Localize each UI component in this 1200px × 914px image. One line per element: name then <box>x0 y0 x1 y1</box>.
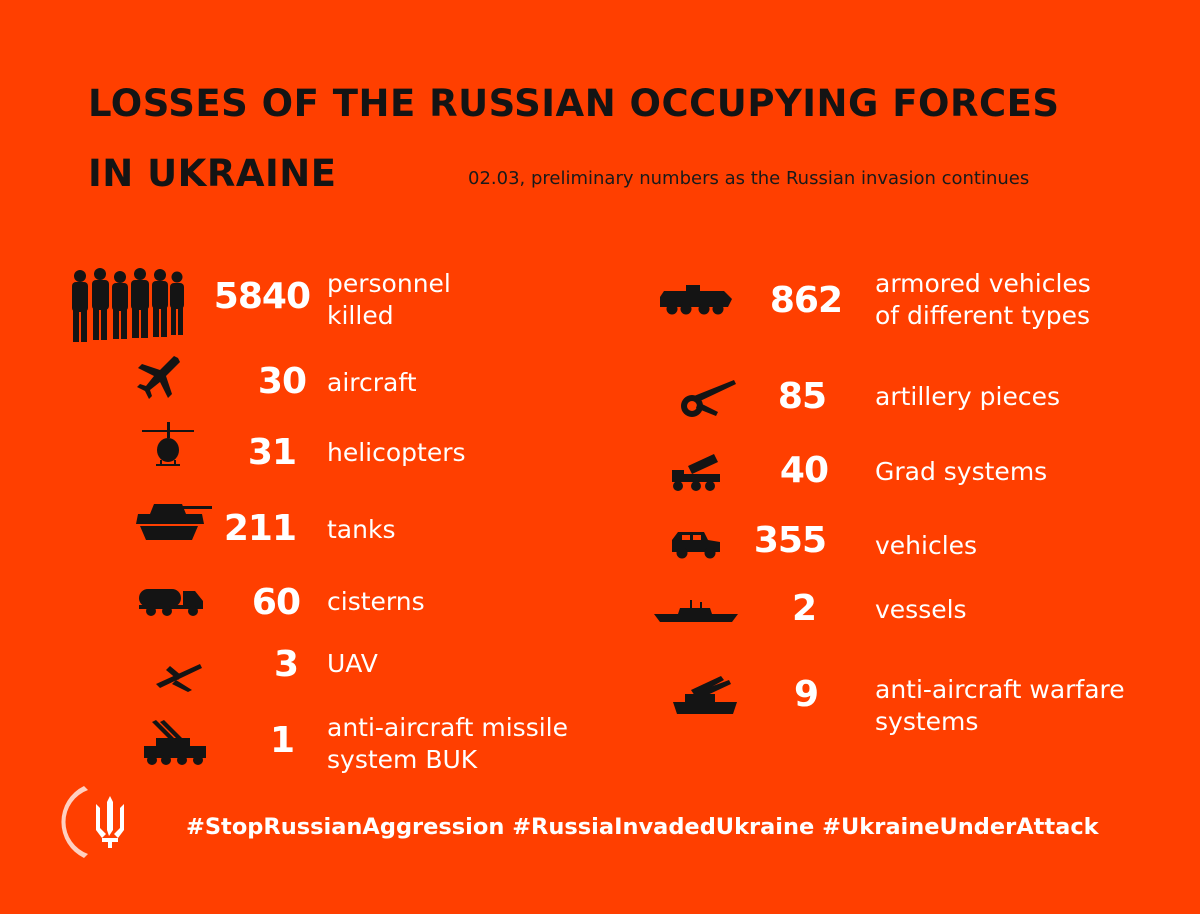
stat-label: tanks <box>327 515 396 544</box>
hashtags-footer: #StopRussianAggression #RussiaInvadedUkr… <box>186 814 1099 840</box>
buk-missile-launcher-icon <box>142 718 208 768</box>
stat-helicopters: 31 helicopters <box>60 420 580 480</box>
stat-artillery: 85 artillery pieces <box>640 372 1160 432</box>
stat-label: helicopters <box>327 438 466 467</box>
stat-label: vessels <box>875 595 967 624</box>
helicopter-icon <box>140 420 196 472</box>
stat-vehicles: 355 vehicles <box>640 516 1160 576</box>
page-title-line-2: IN UKRAINE <box>88 152 337 195</box>
subtitle-date: 02.03, preliminary numbers as the Russia… <box>468 168 1030 189</box>
stat-cisterns: 60 cisterns <box>60 572 580 632</box>
stat-label: vehicles <box>875 531 978 560</box>
stat-label: personnel killed <box>327 269 451 330</box>
tank-icon <box>134 500 214 544</box>
stat-label: anti-aircraft warfare systems <box>875 675 1125 736</box>
stat-value: 30 <box>257 361 307 402</box>
cistern-truck-icon <box>136 582 208 618</box>
stat-label: Grad systems <box>875 457 1048 486</box>
stat-tanks: 211 tanks <box>60 498 580 558</box>
stat-value: 85 <box>777 376 827 417</box>
stat-value: 31 <box>247 432 297 473</box>
artillery-icon <box>674 376 738 420</box>
stat-value: 3 <box>273 644 299 685</box>
stat-buk: 1 anti-aircraft missile system BUK <box>60 710 600 774</box>
stat-personnel: 5840 personnel killed <box>60 268 580 342</box>
jeep-icon <box>670 526 722 562</box>
grad-launcher-icon <box>670 450 722 496</box>
stat-value: 355 <box>753 520 827 561</box>
anti-aircraft-gun-icon <box>670 672 740 722</box>
stat-value: 9 <box>793 674 819 715</box>
page-title-line-1: LOSSES OF THE RUSSIAN OCCUPYING FORCES <box>88 82 1060 125</box>
stat-vessels: 2 vessels <box>640 582 1160 642</box>
uav-icon <box>152 654 206 694</box>
stat-anti-aircraft: 9 anti-aircraft warfare systems <box>640 672 1160 736</box>
stat-label: anti-aircraft missile system BUK <box>327 713 569 774</box>
stat-aircraft: 30 aircraft <box>60 355 580 415</box>
warship-icon <box>652 596 740 628</box>
stat-uav: 3 UAV <box>60 640 580 700</box>
ukraine-trident-icon <box>58 782 138 866</box>
stat-value: 211 <box>223 508 297 549</box>
stat-label: cisterns <box>327 587 425 616</box>
armored-vehicle-icon <box>658 282 734 318</box>
stat-value: 5840 <box>213 276 311 317</box>
stat-value: 60 <box>251 582 301 623</box>
aircraft-icon <box>132 353 184 403</box>
stat-value: 862 <box>769 280 843 321</box>
stat-value: 40 <box>779 450 829 491</box>
soldiers-icon <box>66 266 186 344</box>
stat-value: 2 <box>791 588 817 629</box>
stat-label: armored vehicles of different types <box>875 269 1091 330</box>
stat-value: 1 <box>269 720 295 761</box>
stat-grad: 40 Grad systems <box>640 446 1160 506</box>
stat-label: artillery pieces <box>875 382 1060 411</box>
stat-label: aircraft <box>327 368 417 397</box>
stat-label: UAV <box>327 649 378 678</box>
stat-armored-vehicles: 862 armored vehicles of different types <box>640 266 1160 330</box>
